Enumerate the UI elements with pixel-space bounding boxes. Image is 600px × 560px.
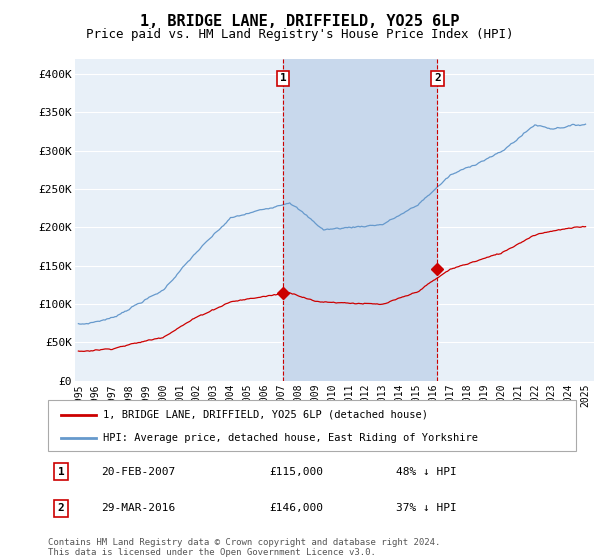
Text: £115,000: £115,000 xyxy=(270,467,324,477)
Text: 2: 2 xyxy=(58,503,65,513)
Text: 1: 1 xyxy=(58,467,65,477)
Text: 48% ↓ HPI: 48% ↓ HPI xyxy=(397,467,457,477)
Text: 20-FEB-2007: 20-FEB-2007 xyxy=(101,467,175,477)
Text: £146,000: £146,000 xyxy=(270,503,324,513)
Text: HPI: Average price, detached house, East Riding of Yorkshire: HPI: Average price, detached house, East… xyxy=(103,433,478,443)
Text: 1, BRIDGE LANE, DRIFFIELD, YO25 6LP (detached house): 1, BRIDGE LANE, DRIFFIELD, YO25 6LP (det… xyxy=(103,409,428,419)
Text: Price paid vs. HM Land Registry's House Price Index (HPI): Price paid vs. HM Land Registry's House … xyxy=(86,28,514,41)
Text: 1, BRIDGE LANE, DRIFFIELD, YO25 6LP: 1, BRIDGE LANE, DRIFFIELD, YO25 6LP xyxy=(140,14,460,29)
Text: 2: 2 xyxy=(434,73,441,83)
Bar xyxy=(283,59,437,381)
FancyBboxPatch shape xyxy=(48,400,576,451)
Text: 29-MAR-2016: 29-MAR-2016 xyxy=(101,503,175,513)
Text: Contains HM Land Registry data © Crown copyright and database right 2024.
This d: Contains HM Land Registry data © Crown c… xyxy=(48,538,440,557)
Text: 1: 1 xyxy=(280,73,287,83)
Text: 37% ↓ HPI: 37% ↓ HPI xyxy=(397,503,457,513)
